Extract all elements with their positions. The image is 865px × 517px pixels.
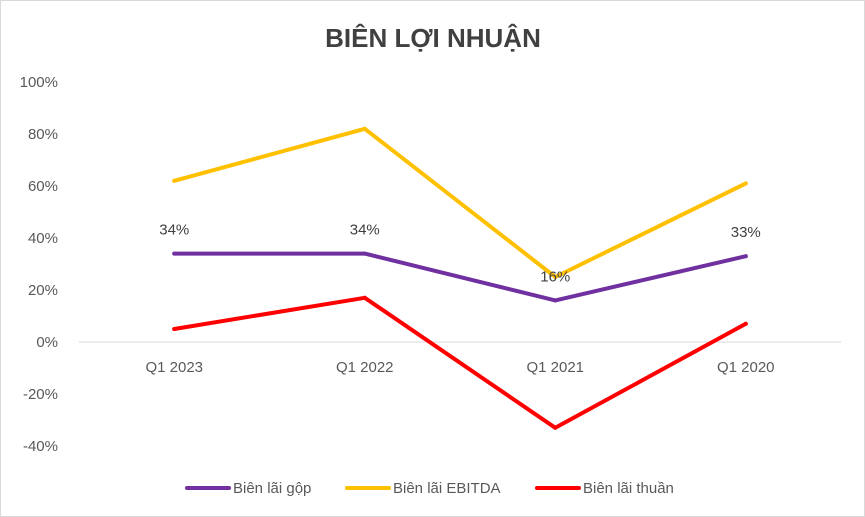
legend-label: Biên lãi thuần [583,480,674,497]
data-label: 34% [159,222,189,239]
series-line-3 [172,295,748,430]
data-label: 33% [731,224,761,241]
data-label: 16% [540,268,570,285]
data-point [172,178,177,183]
legend: Biên lãi gộp Biên lãi EBITDA Biên lãi thuầ… [185,480,674,497]
x-tick-label: Q1 2022 [336,359,394,376]
series-line-1 [172,251,748,303]
data-point [553,298,558,303]
series-line-2 [172,126,748,279]
y-tick-label: -20% [23,386,58,403]
data-point [743,321,748,326]
y-tick-label: 60% [28,178,58,195]
y-tick-label: 20% [28,282,58,299]
y-tick-label: 100% [20,74,58,91]
x-tick-label: Q1 2023 [145,359,203,376]
data-labels: 34% 34% 16% 33% [159,222,761,286]
x-axis-ticks: Q1 2023 Q1 2022 Q1 2021 Q1 2020 [145,359,774,376]
data-point [362,295,367,300]
data-point [362,251,367,256]
x-tick-label: Q1 2021 [526,359,584,376]
data-point [743,181,748,186]
y-tick-label: 80% [28,126,58,143]
y-tick-label: 0% [36,334,58,351]
data-point [172,251,177,256]
y-tick-label: 40% [28,230,58,247]
x-tick-label: Q1 2020 [717,359,775,376]
y-axis-ticks: 100% 80% 60% 40% 20% 0% -20% -40% [20,74,58,455]
data-label: 34% [350,222,380,239]
data-point [553,425,558,430]
data-point [743,254,748,259]
y-tick-label: -40% [23,438,58,455]
legend-label: Biên lãi EBITDA [393,480,501,497]
legend-label: Biên lãi gộp [233,480,311,497]
data-point [172,327,177,331]
data-point [553,275,558,279]
chart-title: BIÊN LỢI NHUẬN [325,23,541,53]
series-lines [172,126,748,430]
data-point [362,126,367,131]
